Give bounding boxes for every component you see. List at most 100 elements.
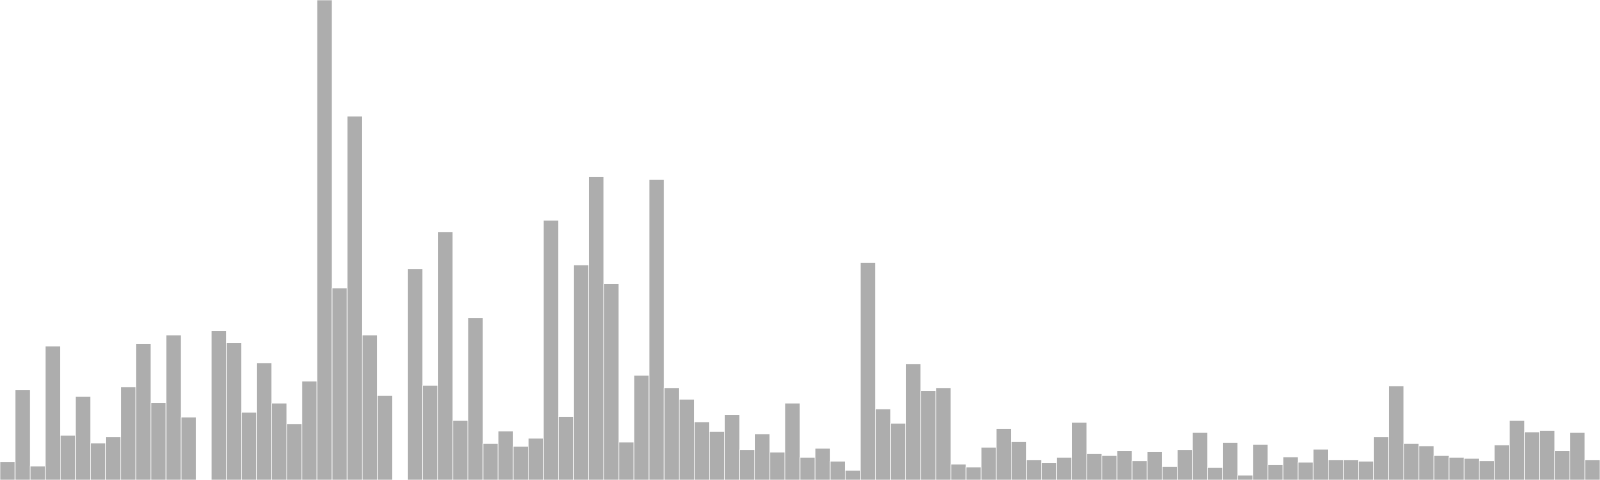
bar-24 <box>361 334 378 480</box>
bar-67 <box>1011 441 1027 480</box>
bar-101 <box>1524 431 1540 480</box>
bar-9 <box>135 343 152 480</box>
bar-88 <box>1328 459 1344 480</box>
bar-61 <box>920 390 937 480</box>
bar-84 <box>1267 464 1284 480</box>
bar-30 <box>452 420 469 480</box>
bar-8 <box>120 386 137 480</box>
bar-17 <box>256 362 272 480</box>
bar-20 <box>301 380 318 480</box>
bar-75 <box>1131 460 1148 480</box>
bar-89 <box>1343 459 1359 480</box>
bar-96 <box>1448 457 1465 480</box>
bar-99 <box>1494 444 1510 480</box>
bar-74 <box>1116 450 1133 480</box>
bar-25 <box>377 395 393 480</box>
bar-27 <box>407 268 423 480</box>
bar-3 <box>44 345 61 480</box>
bar-57 <box>860 262 876 480</box>
bar-65 <box>980 447 997 480</box>
bar-86 <box>1297 461 1314 480</box>
bar-43 <box>648 179 665 480</box>
bar-93 <box>1403 443 1420 480</box>
bar-19 <box>286 423 303 480</box>
bar-60 <box>905 363 922 480</box>
bar-33 <box>497 430 514 480</box>
bar-18 <box>271 402 288 480</box>
bar-42 <box>633 375 650 480</box>
bar-78 <box>1177 449 1193 480</box>
bar-35 <box>527 437 544 480</box>
bar-50 <box>754 433 771 480</box>
bar-51 <box>769 451 786 480</box>
bar-98 <box>1478 460 1495 480</box>
bar-0 <box>0 461 16 480</box>
bar-52 <box>784 402 801 480</box>
bar-7 <box>105 436 122 480</box>
bar-64 <box>965 466 982 480</box>
bar-94 <box>1418 445 1435 480</box>
bar-91 <box>1373 436 1389 480</box>
bar-6 <box>90 442 106 480</box>
bar-15 <box>226 342 242 480</box>
bar-76 <box>1146 451 1163 480</box>
bar-38 <box>573 264 589 480</box>
bar-55 <box>829 460 846 480</box>
bar-39 <box>588 176 605 480</box>
bar-103 <box>1554 450 1571 480</box>
bar-92 <box>1388 385 1405 480</box>
bar-23 <box>346 115 363 480</box>
bar-34 <box>512 446 529 480</box>
bar-22 <box>331 287 348 480</box>
bar-5 <box>75 396 91 480</box>
bar-70 <box>1056 457 1072 480</box>
bar-104 <box>1569 432 1586 480</box>
bar-58 <box>875 408 891 480</box>
bar-37 <box>558 416 574 480</box>
bar-41 <box>618 441 635 480</box>
bar-48 <box>724 414 740 480</box>
bar-16 <box>241 412 257 480</box>
bar-36 <box>543 220 559 480</box>
bar-46 <box>694 421 710 480</box>
bar-10 <box>150 402 167 480</box>
bar-87 <box>1312 448 1329 480</box>
bar-32 <box>482 443 499 480</box>
bar-40 <box>603 283 620 480</box>
bar-102 <box>1539 430 1556 480</box>
bar-80 <box>1207 467 1223 480</box>
bar-85 <box>1282 456 1299 480</box>
bar-69 <box>1041 462 1057 480</box>
bar-77 <box>1161 466 1178 480</box>
bar-79 <box>1192 432 1208 480</box>
bar-71 <box>1071 422 1088 480</box>
bar-73 <box>1101 455 1118 480</box>
bar-31 <box>467 317 484 480</box>
bar-1 <box>14 389 31 480</box>
bar-105 <box>1584 459 1600 480</box>
bar-11 <box>165 334 182 480</box>
bar-28 <box>422 385 439 480</box>
bar-68 <box>1026 459 1042 480</box>
bar-49 <box>739 449 756 480</box>
bar-29 <box>437 231 454 480</box>
bar-56 <box>844 470 861 480</box>
bar-44 <box>663 387 680 480</box>
bar-95 <box>1433 455 1450 480</box>
bar-12 <box>180 416 197 480</box>
bar-97 <box>1463 458 1480 480</box>
bar-63 <box>950 463 967 480</box>
bar-66 <box>995 428 1012 480</box>
bar-82 <box>1237 474 1254 480</box>
bar-81 <box>1222 442 1239 480</box>
bar-4 <box>60 435 76 480</box>
bar-47 <box>709 431 725 480</box>
bar-54 <box>814 448 831 480</box>
bar-45 <box>678 399 695 480</box>
bar-21 <box>316 0 333 480</box>
bar-100 <box>1509 420 1525 480</box>
bar-62 <box>935 387 952 480</box>
bar-83 <box>1252 444 1269 480</box>
